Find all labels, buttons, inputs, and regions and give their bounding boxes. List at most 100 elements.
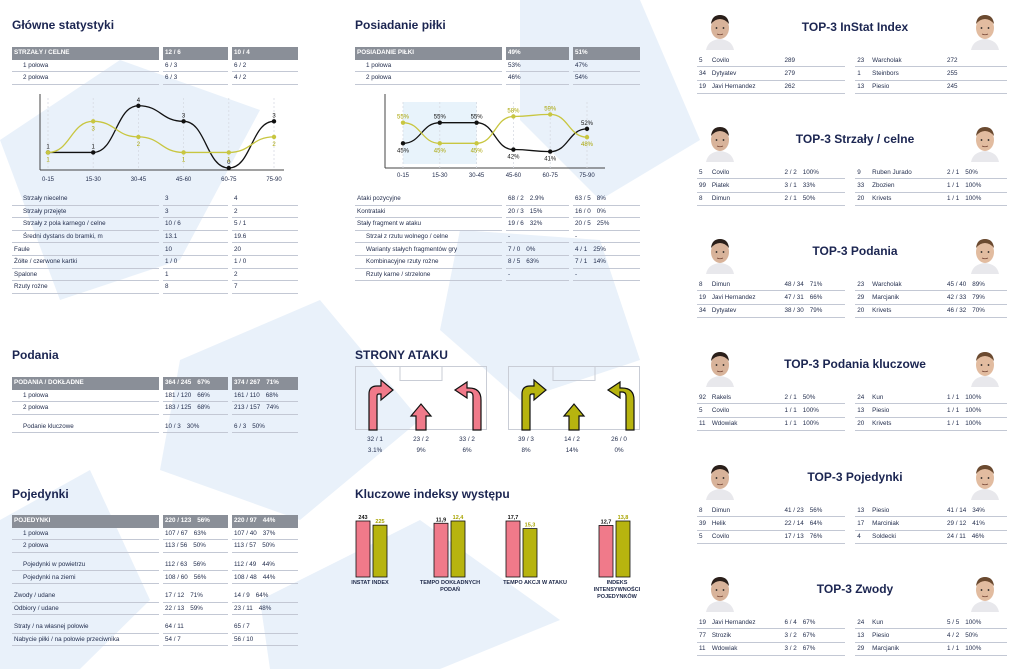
posiadanie-stat-row-6: Kombinacyjne rzuty rożne 8 / 5 63% 7 / 1 14% [355,255,640,269]
right-player-name: Piesio [870,628,945,643]
glowne-stat-row-8-away: 7 [232,280,298,294]
glowne-row-1-label: 1 połowa [12,59,159,73]
pojedynki-row-8-label: Nabycie piłki / na połowie przeciwnika [12,633,159,647]
pojedynki-header-row-away: 220 / 97 44% [232,515,298,528]
top3-3-row-3: 34 Dytyatev 38 / 30 79% 20 Krivets 46 / 32 70% [697,304,1007,319]
right-player-number: 24 [855,616,871,630]
shots-tick-1: 15-30 [86,177,102,183]
pojedynki-row-3-home: 112 / 63 56% [163,558,228,572]
posiadanie-stat-row-4-label: Strzał z rzutu wolnego / celne [355,230,502,244]
right-player-number: 13 [855,628,871,643]
glowne-header-row: STRZAŁY / CELNE 12 / 6 10 / 4 [12,47,298,60]
shots-series-2-point-5 [271,134,277,140]
shots-series-1-label-0: 1 [46,144,50,150]
podania-row-2-home: 183 / 125 68% [163,401,228,415]
right-player-number: 20 [855,192,871,207]
posiadanie-stat-row-7-away: - [573,268,640,282]
glowne-stat-row-4-label: Średni dystans do bramki, m [12,230,159,244]
glowne-stat-row-1-label: Strzały niecelne [12,193,159,206]
kluczowe-title: Kluczowe indeksy występu [355,487,510,501]
left-player-name: Covilo [709,403,783,418]
shots-series-2-point-2 [136,134,141,140]
posiadanie-stat-row-1-label: Ataki pozycyjne [355,193,502,206]
shots-series-2-label-3: 1 [182,157,186,163]
podania-row-1-away: 161 / 110 68% [232,389,298,403]
top3-5-row-3: 5 Covilo 17 / 13 76% 4 Soldecki 24 / 11 46% [697,530,1007,545]
shots-tick-5: 75-90 [266,177,282,183]
glowne-row-2-away: 4 / 2 [232,71,298,85]
right-player-value: 41 / 14 34% [944,504,1007,518]
strony-left-3-a: 33 / 2 [459,436,475,443]
possession-line-chart: 0-15 15-30 30-45 45-60 60-75 75-90 45% 55% 55% 42… [384,94,605,179]
key-value-4-2: 13,8 [618,515,629,521]
pojedynki-row-6-label: Odbiory / udane [12,602,159,616]
possession-series-1-label-4: 41% [544,157,557,163]
right-player-value: 46 / 32 70% [944,304,1007,319]
right-player-value: 1 / 1 100% [944,403,1007,418]
podania-header-row: PODANIA / DOKŁADNE 364 / 245 67% 374 / 267 7… [12,377,298,390]
left-player-name: Dimun [709,278,783,292]
posiadanie-stat-row-3-home: 19 / 6 32% [506,217,569,231]
pojedynki-row-2-label: 2 połowa [12,539,159,553]
left-player-name: Javi Hernandez [709,290,783,305]
right-player-value: 1 / 1 100% [944,391,1007,405]
right-player-number: 33 [855,178,871,193]
possession-series-2-label-5: 48% [581,142,594,148]
top3-4-row-1: 92 Rakels 2 / 1 50% 24 Kun 1 / 1 100% [697,391,1007,405]
right-player-name: Ruben Jurado [870,166,945,180]
right-player-value: 42 / 33 79% [944,290,1007,305]
shots-series-1-point-3 [181,119,186,124]
strony-right-2-a: 14 / 2 [564,436,580,443]
glowne-row-1: 1 połowa 6 / 3 6 / 2 [12,59,298,73]
shots-tick-4: 60-75 [221,177,237,183]
pojedynki-row-3-away: 112 / 49 44% [232,558,298,572]
possession-series-1-point-5 [584,126,590,132]
pojedynki-row-4-home: 108 / 60 56% [163,570,228,584]
possession-tick-0: 0-15 [397,173,410,179]
right-player-value: 1 / 1 100% [944,417,1007,432]
pojedynki-row-5-label: Zwody / udane [12,589,159,603]
glowne-row-1-away: 6 / 2 [232,59,298,73]
right-player-name: Piesio [870,80,945,95]
possession-series-2-label-1: 45% [434,148,447,154]
left-player-number: 92 [697,391,710,405]
posiadanie-row-1-home: 53% [506,59,569,73]
glowne-stat-row-3-away: 5 / 1 [232,217,298,231]
shots-series-1-label-2: 4 [137,98,141,104]
pojedynki-row-1-label: 1 połowa [12,527,159,541]
glowne-row-2-label: 2 połowa [12,71,159,85]
glowne-stat-row-6: Żółte / czerwone kartki 1 / 0 1 / 0 [12,255,298,269]
shots-series-2-point-3 [181,150,186,155]
possession-series-1-label-5: 52% [581,121,594,127]
key-bar-3-2 [522,528,538,578]
right-player-number: 29 [855,290,871,305]
podania-row-2-label: 2 połowa [12,401,159,415]
pojedynki-row-7-home: 64 / 11 [163,621,228,634]
possession-series-2-label-3: 58% [507,108,520,114]
posiadanie-row-1-away: 47% [573,59,640,73]
right-player-name: Krivets [870,417,945,432]
shots-series-2-label-2: 2 [137,142,141,148]
shots-series-1-point-2 [136,103,141,108]
left-player-number: 34 [697,304,710,319]
left-player-number: 5 [697,166,710,180]
right-player-value: 245 [944,80,1007,95]
posiadanie-stat-row-4-home: - [506,230,569,244]
pojedynki-row-7-label: Straty / na własnej połowie [12,621,159,634]
top3-6-row-3: 11 Wdowiak 3 / 2 67% 29 Marcjanik 1 / 1 100% [697,642,1007,657]
top3-5-right-player-photo [971,465,999,500]
top3-6-left-player-photo [706,577,734,612]
right-player-name: Warcholak [870,278,945,292]
posiadanie-header-label: POSIADANIE PIŁKI [355,47,502,60]
key-bar-2-1 [433,522,449,578]
key-value-1-2: 225 [375,519,384,525]
left-player-name: Strozik [709,628,783,643]
strony-left-1-b: 3.1% [367,447,383,454]
right-player-number: 13 [855,504,871,518]
right-player-value: 1 / 1 100% [944,642,1007,657]
left-player-value: 2 / 1 50% [782,391,845,405]
left-player-name: Dytyatev [709,66,783,81]
top3-3-row-2: 19 Javi Hernandez 47 / 31 66% 29 Marcjanik 42 … [697,290,1007,305]
left-player-number: 8 [697,504,710,518]
shots-series-2-line [47,120,275,154]
